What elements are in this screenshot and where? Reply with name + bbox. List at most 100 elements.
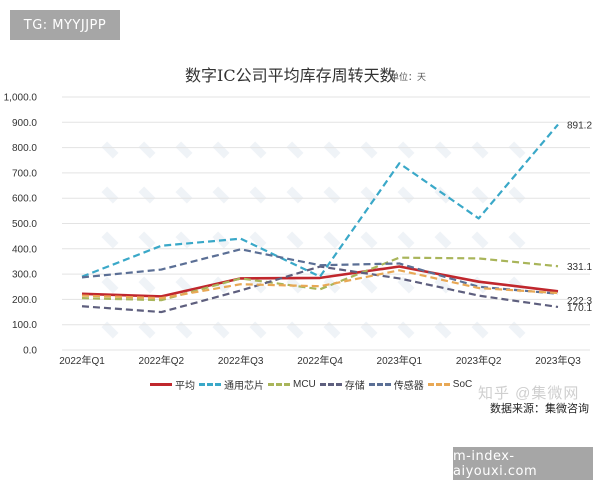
legend-swatch-icon xyxy=(319,383,342,386)
end-value-label: 222.3 xyxy=(567,296,592,307)
watermark-tile-icon xyxy=(101,141,119,159)
x-tick-label: 2022年Q1 xyxy=(59,354,105,367)
watermark-tile-icon xyxy=(138,276,156,294)
y-tick-label: 500.0 xyxy=(12,219,37,230)
watermark-tile-icon xyxy=(508,141,526,159)
end-value-label: 331.1 xyxy=(567,262,592,273)
legend-label: 平均 xyxy=(175,381,195,392)
legend-swatch-icon xyxy=(268,383,290,386)
watermark-tile-icon xyxy=(138,231,156,249)
y-tick-label: 800.0 xyxy=(12,143,37,154)
watermark-tile-icon xyxy=(175,186,193,204)
watermark-tile-icon xyxy=(434,141,452,159)
watermark-tile-icon xyxy=(323,321,341,339)
watermark-tile-icon xyxy=(397,141,415,159)
watermark-tile-icon xyxy=(508,231,526,249)
watermark-tile-icon xyxy=(360,141,378,159)
legend-item: 通用芯片 xyxy=(199,377,264,392)
watermark-tile-icon xyxy=(212,186,230,204)
data-source: 数据来源：集微咨询 xyxy=(490,402,589,415)
watermark-tile-icon xyxy=(397,231,415,249)
y-tick-label: 1,000.0 xyxy=(4,93,38,104)
x-tick-label: 2023年Q2 xyxy=(456,354,502,367)
watermark-tile-icon xyxy=(212,276,230,294)
legend-label: 传感器 xyxy=(393,381,424,392)
watermark-tile-icon xyxy=(471,321,489,339)
legend-label: 存储 xyxy=(344,381,365,392)
legend-swatch-icon xyxy=(150,383,172,386)
watermark-tile-icon xyxy=(508,186,526,204)
legend-swatch-icon xyxy=(368,383,391,386)
watermark-tile-icon xyxy=(286,231,304,249)
watermark-tile-icon xyxy=(101,231,119,249)
y-tick-label: 700.0 xyxy=(12,168,37,179)
watermark-tile-icon xyxy=(101,276,119,294)
watermark-tile-icon xyxy=(249,141,267,159)
watermark-tile-icon xyxy=(286,186,304,204)
chart-legend: 平均 通用芯片 MCU 存储 传感器 SoC xyxy=(150,377,472,392)
x-tick-label: 2023年Q3 xyxy=(535,354,581,367)
watermark-tile-icon xyxy=(212,141,230,159)
watermark-tile-icon xyxy=(286,321,304,339)
watermark-badge-top: TG: MYYJJPP xyxy=(10,10,120,40)
watermark-tile-icon xyxy=(286,141,304,159)
legend-swatch-icon xyxy=(427,383,450,386)
watermark-tile-icon xyxy=(175,321,193,339)
series-line xyxy=(81,256,559,302)
watermark-tile-icon xyxy=(249,231,267,249)
x-tick-label: 2022年Q4 xyxy=(297,354,343,367)
watermark-tile-icon xyxy=(360,276,378,294)
watermark-tile-icon xyxy=(101,186,119,204)
watermark-tile-icon xyxy=(249,321,267,339)
series-line xyxy=(81,265,559,314)
watermark-tile-icon xyxy=(175,231,193,249)
watermark-tile-icon xyxy=(471,141,489,159)
x-tick-label: 2022年Q2 xyxy=(139,354,185,367)
chart-title: 数字IC公司平均库存周转天数 xyxy=(185,66,396,85)
watermark-tile-icon xyxy=(323,231,341,249)
zhihu-watermark: 知乎 @集微网 xyxy=(478,385,580,402)
watermark-tile-icon xyxy=(360,231,378,249)
y-tick-label: 200.0 xyxy=(12,295,37,306)
watermark-tile-icon xyxy=(434,276,452,294)
watermark-tile-icon xyxy=(471,186,489,204)
watermark-tile-icon xyxy=(397,276,415,294)
watermark-tile-icon xyxy=(175,141,193,159)
watermark-tile-icon xyxy=(101,321,119,339)
watermark-tile-icon xyxy=(323,186,341,204)
watermark-tile-icon xyxy=(434,186,452,204)
watermark-tile-icon xyxy=(397,186,415,204)
watermark-tile-icon xyxy=(508,276,526,294)
y-tick-label: 400.0 xyxy=(12,244,37,255)
legend-item: MCU xyxy=(268,379,316,390)
legend-item: 存储 xyxy=(319,377,365,392)
watermark-tile-icon xyxy=(471,231,489,249)
watermark-tile-icon xyxy=(360,186,378,204)
x-tick-label: 2023年Q1 xyxy=(377,354,423,367)
end-value-label: 170.1 xyxy=(567,303,592,314)
legend-item: 平均 xyxy=(150,377,195,392)
series-line xyxy=(81,123,559,278)
watermark-tile-icon xyxy=(212,321,230,339)
grid-lines xyxy=(62,96,590,351)
y-tick-label: 300.0 xyxy=(12,270,37,281)
legend-item: 传感器 xyxy=(368,377,424,392)
legend-label: MCU xyxy=(293,379,316,390)
legend-item: SoC xyxy=(427,379,472,390)
end-value-label: 891.2 xyxy=(567,121,592,132)
series-line xyxy=(81,248,559,295)
watermark-tile-icon xyxy=(397,321,415,339)
watermark-tile-icon xyxy=(249,186,267,204)
legend-swatch-icon xyxy=(199,383,221,386)
watermark-tile-icon xyxy=(323,141,341,159)
watermark-tile-icon xyxy=(434,231,452,249)
watermark-tile-icon xyxy=(138,141,156,159)
watermark-tile-icon xyxy=(508,321,526,339)
series-lines xyxy=(81,123,559,314)
series-line xyxy=(81,269,559,300)
watermark-tile-icon xyxy=(138,186,156,204)
legend-label: 通用芯片 xyxy=(224,381,264,392)
chart-unit: 单位：天 xyxy=(390,73,427,83)
